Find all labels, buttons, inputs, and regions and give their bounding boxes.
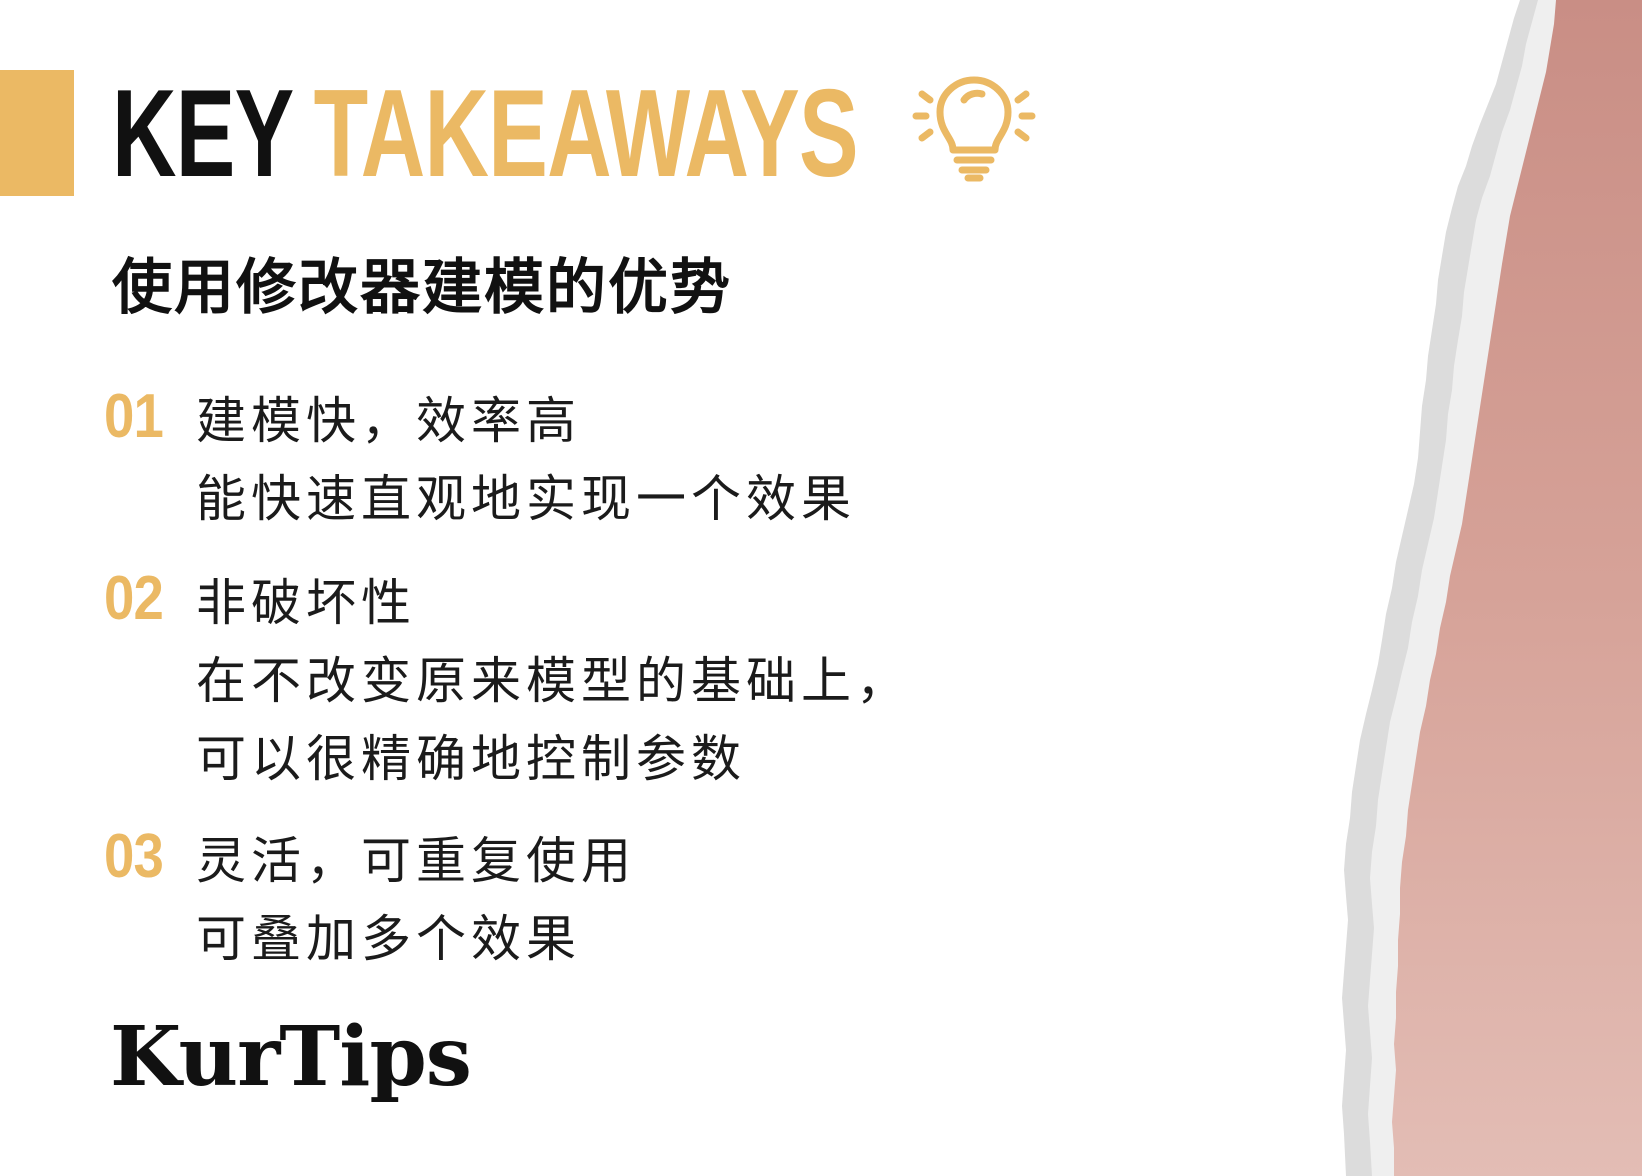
item-number: 02	[104, 564, 164, 633]
item-line: 可以很精确地控制参数	[196, 730, 746, 788]
item-line: 能快速直观地实现一个效果	[196, 470, 856, 528]
item-number: 01	[104, 382, 164, 451]
lightbulb-icon	[912, 76, 1036, 182]
page-title: KEY TAKEAWAYS	[112, 64, 858, 204]
title-word-key: KEY	[112, 65, 294, 203]
brand-logo-text: KurTips	[110, 1009, 472, 1105]
torn-paper-decoration	[1342, 0, 1642, 1176]
item-line: 建模快，效率高	[196, 392, 581, 450]
item-line: 在不改变原来模型的基础上，	[196, 652, 911, 710]
item-line: 可叠加多个效果	[196, 910, 581, 968]
accent-block	[0, 70, 74, 196]
item-line: 非破坏性	[196, 574, 416, 632]
section-subtitle: 使用修改器建模的优势	[112, 253, 732, 323]
item-line: 灵活，可重复使用	[196, 832, 636, 890]
title-word-takeaways: TAKEAWAYS	[313, 65, 859, 203]
item-number: 03	[104, 822, 164, 891]
